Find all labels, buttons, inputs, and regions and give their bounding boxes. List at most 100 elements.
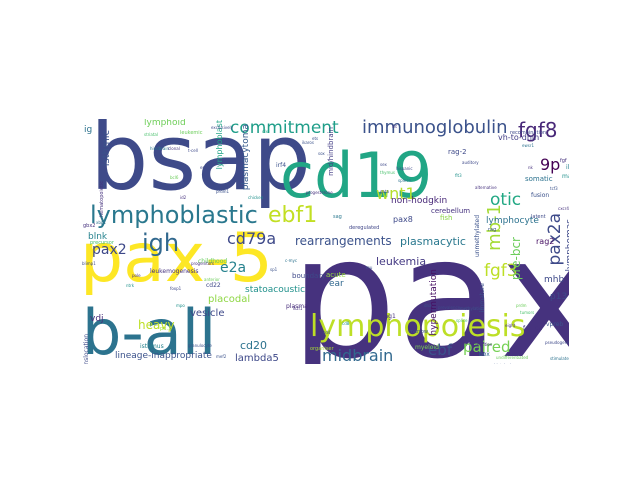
cloud-word: plasma [286,303,308,310]
cloud-word: precursor [90,240,114,246]
cloud-word: pole [132,273,141,278]
cloud-word: spleen [398,178,412,183]
cloud-word: mid/hindbrain [327,127,335,176]
cloud-word: granulocyte [188,343,212,348]
cloud-word: fusion [531,192,550,199]
cloud-word: recombination [510,130,547,136]
cloud-word: fish [440,214,453,222]
cloud-word: ig [84,125,93,135]
cloud-word: stimulated [550,356,569,361]
cloud-word: cd8 [342,321,350,326]
cloud-word: ets [312,136,319,141]
cloud-word: plasmacytoma [241,124,251,191]
cloud-word: striatal [144,132,158,137]
cloud-word: gata [380,189,390,194]
cloud-word: non-hodgkin [391,196,448,206]
cloud-word: alpha [416,306,428,311]
cloud-word: auditory [462,160,479,165]
cloud-word: fgf [560,158,567,164]
cloud-word: statoacoustic [245,285,306,295]
cloud-word: anterior [204,277,220,282]
cloud-word: translocation [83,334,90,364]
cloud-word: latent [531,214,546,220]
cloud-word: prdm1 [216,189,230,194]
cloud-word: hispanic [396,166,413,171]
cloud-word: lymphopoiesis [310,309,526,344]
cloud-word: box [479,351,490,358]
cloud-word: tumors [520,310,535,315]
cloud-word: fgf3 [484,261,518,281]
cloud-word: rearrangements [295,234,392,248]
cloud-word: thymus [380,170,395,175]
cloud-word: isthmic [101,130,112,167]
cloud-word: cd22 [206,282,221,289]
cloud-word: fgf8 [518,119,558,142]
cloud-word: pax5 [290,200,569,364]
cloud-word: ikaros [302,140,314,145]
cloud-word: alternative [475,185,497,190]
cloud-word: mpo [176,303,185,308]
cloud-word: 9p [540,155,561,174]
cloud-word: deregulated [349,225,380,231]
cloud-word: leukemia [376,255,427,268]
cloud-word: sp1 [270,267,278,272]
cloud-word: foxp1 [170,286,182,291]
cloud-word: p13 [550,292,568,302]
cloud-word: pseudogene [545,340,569,345]
cloud-word: methylation [460,306,485,311]
cloud-word: tcf3 [550,186,558,191]
cloud-word: undifferentiated [496,355,529,360]
cloud-word: hindbrain [150,146,170,151]
cloud-word: mef2 [216,354,227,359]
cloud-word: somatic [525,175,553,183]
cloud-word: lineage-inappropriate [115,351,212,361]
cloud-word: cerebellum [431,207,471,215]
cloud-word: myeloid [415,344,439,351]
cloud-word: cd20 [240,339,268,352]
cloud-word: dna [424,303,432,308]
cloud-word: lymphocyte [486,216,539,226]
cloud-word: pu.1 [160,326,172,332]
cloud-word: pre-bcr [509,237,523,281]
cloud-word: e2a [220,260,247,276]
cloud-word: pax8 [393,215,413,224]
cloud-word: blnk [88,232,108,242]
cloud-word: ebf1 [268,203,318,228]
cloud-word: en2 [200,165,208,170]
cloud-word: plasmacytic [400,235,466,248]
cloud-word: lambda5 [235,353,279,364]
cloud-word: bcl6 [170,175,179,180]
cloud-word: xbp1 [96,220,106,225]
cloud-word: mhb [544,275,565,285]
cloud-word: acute [326,271,346,279]
cloud-word: progesterone [306,190,333,195]
cloud-word: id2 [180,195,187,200]
cloud-word: ewsr1 [522,143,535,148]
cloud-word: clonal [168,146,180,151]
cloud-word: vdj [90,314,104,324]
cloud-word: leukemogenesis [150,268,199,275]
cloud-word: ear [329,279,344,289]
cloud-word: heavy [138,318,175,332]
cloud-word: cd4 [323,330,331,335]
cloud-word: sag [333,214,342,220]
cloud-word: midbrain [322,346,394,364]
cloud-word: dlx [262,129,269,134]
cloud-word: commitment [230,119,339,138]
cloud-word: pax2 [92,242,127,258]
cloud-word: organiser [310,346,334,352]
cloud-word: fgf10a [523,325,543,332]
cloud-word: nk [528,165,533,170]
cloud-word: rag-2 [448,148,467,156]
cloud-word: marrow [409,329,428,335]
cloud-word: cd79a [227,229,277,248]
cloud-word: sox [318,151,325,156]
cloud-word: lymphomas [565,219,569,272]
cloud-word: mu [366,265,373,270]
cloud-word: hematopoietic [99,181,105,217]
cloud-word: bsap [90,119,312,211]
cloud-word: kit [392,124,397,129]
cloud-word: otic [490,190,522,210]
cloud-word: flt3 [455,173,462,178]
cloud-word: unmethylated [474,215,481,258]
